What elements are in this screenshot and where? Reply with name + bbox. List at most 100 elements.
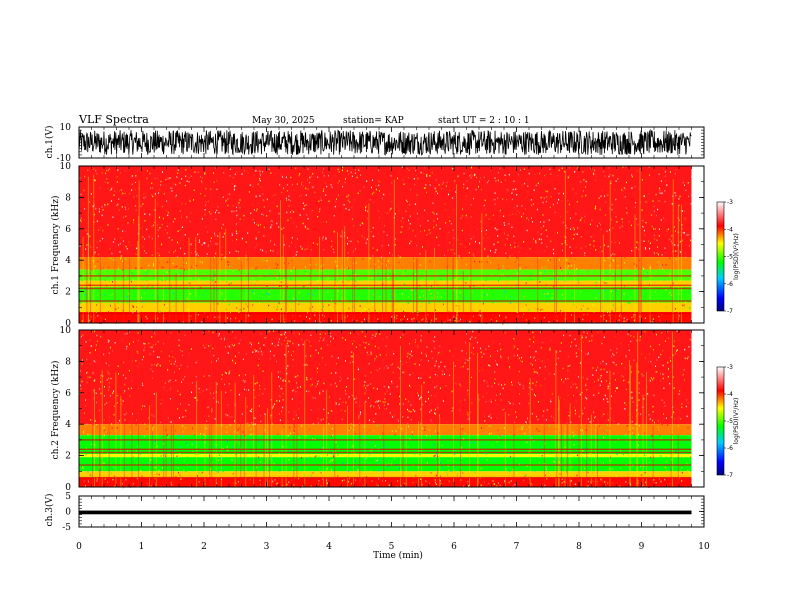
- spectrogram-cell: [190, 348, 192, 350]
- spectrogram-cell: [319, 333, 321, 335]
- spectrogram-cell: [664, 405, 666, 407]
- spectrogram-cell: [469, 277, 471, 279]
- spectrogram-cell: [679, 251, 681, 253]
- spectrogram-cell: [550, 173, 552, 175]
- spectrogram-cell: [202, 331, 204, 334]
- spectrogram-cell: [178, 435, 179, 437]
- spectrogram-cell: [337, 445, 339, 448]
- sferic-streak: [416, 259, 418, 323]
- spectrogram-cell: [185, 175, 187, 177]
- spectrogram-cell: [119, 419, 120, 422]
- spectrogram-cell: [214, 234, 216, 237]
- spectrogram-cell: [407, 318, 408, 320]
- spectrogram-cell: [204, 312, 206, 314]
- spectrogram-cell: [208, 244, 210, 246]
- spectrogram-cell: [480, 177, 482, 179]
- spectrogram-cell: [174, 357, 176, 360]
- spectrogram-cell: [227, 367, 229, 369]
- spectrogram-cell: [549, 394, 551, 396]
- spectrogram-cell: [574, 434, 576, 436]
- spectrogram-cell: [571, 320, 573, 323]
- spectrogram-cell: [227, 261, 229, 263]
- spectrogram-cell: [96, 246, 98, 249]
- spectrogram-cell: [460, 217, 462, 219]
- spectrogram-cell: [605, 363, 607, 365]
- spectrogram-cell: [167, 415, 169, 417]
- spectrogram-cell: [378, 469, 380, 472]
- spectrogram-cell: [79, 177, 81, 179]
- spectrogram-cell: [282, 446, 284, 448]
- spectrogram-cell: [223, 172, 225, 174]
- spectrogram-cell: [245, 241, 247, 243]
- spectrogram-cell: [274, 345, 276, 347]
- spectrogram-cell: [146, 482, 148, 485]
- spectrogram-cell: [141, 422, 143, 424]
- sferic-streak: [157, 176, 159, 323]
- spectrogram-cell: [495, 399, 496, 402]
- spectrogram-cell: [513, 235, 515, 238]
- spectrogram-cell: [682, 176, 684, 179]
- spectrogram-cell: [497, 429, 499, 432]
- spectrogram-cell: [140, 257, 142, 259]
- spectrogram-cell: [587, 471, 589, 474]
- spectrogram-cell: [623, 317, 625, 320]
- spectrogram-cell: [600, 228, 602, 231]
- spectrogram-cell: [561, 378, 562, 381]
- spectrogram-cell: [517, 173, 519, 176]
- spectrogram-cell: [80, 388, 82, 390]
- spectrogram-cell: [230, 282, 232, 284]
- spectrogram-cell: [624, 256, 626, 259]
- spectrogram-cell: [217, 335, 219, 337]
- spectrogram-cell: [256, 266, 258, 268]
- spectrogram-cell: [86, 372, 87, 374]
- spectrogram-cell: [110, 382, 112, 384]
- spectrogram-cell: [594, 321, 596, 324]
- spectrogram-cell: [199, 175, 201, 178]
- spectrogram-cell: [423, 172, 425, 175]
- spectrogram-cell: [153, 183, 155, 186]
- spectrogram-cell: [276, 482, 278, 484]
- spectrogram-cell: [585, 384, 587, 387]
- spectrogram-cell: [464, 246, 466, 248]
- spectrogram-cell: [297, 386, 299, 389]
- spectrogram-cell: [521, 308, 523, 310]
- spectrogram-cell: [427, 220, 429, 222]
- spectrogram-cell: [107, 452, 109, 455]
- spectrogram-cell: [601, 330, 603, 333]
- spectrogram-cell: [642, 465, 644, 467]
- spectrogram-cell: [499, 186, 501, 188]
- spectrogram-cell: [103, 395, 105, 397]
- spectrogram-cell: [310, 345, 312, 347]
- spectrogram-cell: [366, 238, 368, 240]
- spectrogram-cell: [516, 310, 517, 312]
- spectrogram-cell: [270, 249, 272, 252]
- sferic-streak: [175, 273, 177, 323]
- spectrogram-cell: [295, 254, 297, 256]
- spectrogram-cell: [232, 359, 234, 362]
- spectrogram-cell: [260, 183, 261, 186]
- spectrogram-cell: [229, 175, 231, 177]
- spectrogram-cell: [607, 413, 609, 415]
- spectrogram-cell: [552, 248, 554, 251]
- spectrogram-cell: [447, 200, 449, 202]
- spectrogram-cell: [407, 422, 409, 424]
- spectrogram-cell: [288, 195, 290, 197]
- spectrogram-cell: [171, 350, 173, 353]
- spectrogram-cell: [382, 378, 384, 380]
- spectrogram-cell: [286, 199, 288, 202]
- spectrogram-cell: [438, 230, 440, 233]
- spectrogram-cell: [104, 318, 106, 321]
- spectrogram-cell: [666, 184, 668, 186]
- spectrogram-cell: [100, 257, 102, 260]
- spectrogram-cell: [422, 314, 424, 317]
- spectrogram-cell: [235, 315, 237, 318]
- spectrogram-cell: [679, 261, 681, 263]
- spectrogram-cell: [512, 468, 514, 471]
- spectrogram-cell: [257, 351, 259, 353]
- spectrogram-cell: [100, 374, 102, 377]
- spectrogram-cell: [202, 194, 204, 196]
- spectrogram-cell: [317, 270, 319, 272]
- spectrogram-cell: [287, 365, 289, 367]
- spectrogram-cell: [634, 186, 636, 188]
- spectrogram-cell: [187, 456, 189, 458]
